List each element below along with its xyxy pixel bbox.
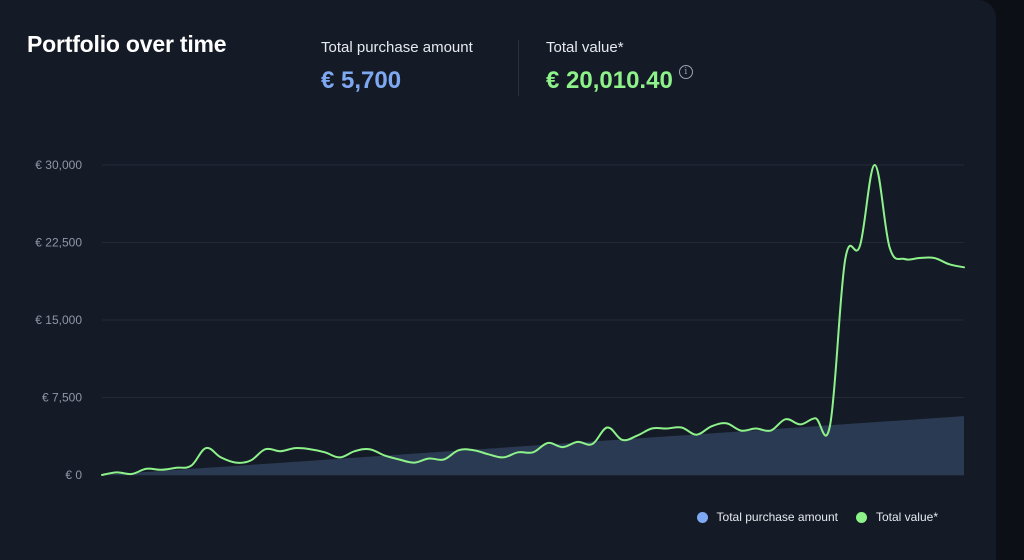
y-tick-label: € 0 xyxy=(65,468,82,482)
y-tick-label: € 22,500 xyxy=(35,236,82,250)
card-title: Portfolio over time xyxy=(27,31,227,57)
stat-total-purchase-label: Total purchase amount xyxy=(321,39,473,56)
y-tick-label: € 15,000 xyxy=(35,313,82,327)
info-circle-icon[interactable]: i xyxy=(678,65,693,79)
y-tick-label: € 7,500 xyxy=(42,391,82,405)
portfolio-card: Portfolio over time Total purchase amoun… xyxy=(0,0,996,560)
chart-y-axis: € 30,000 € 22,500 € 15,000 € 7,500 € 0 xyxy=(35,158,82,482)
legend-label-total: Total value* xyxy=(875,510,938,524)
y-tick-label: € 30,000 xyxy=(35,158,82,172)
stat-total-purchase-value: € 5,700 xyxy=(321,67,473,95)
series-line-total-value xyxy=(101,163,965,476)
legend-dot-purchase xyxy=(696,511,708,523)
chart-legend: Total purchase amount Total value* xyxy=(679,510,938,524)
stat-total-purchase: Total purchase amount € 5,700 xyxy=(321,39,473,95)
legend-item-purchase[interactable]: Total purchase amount xyxy=(696,510,838,524)
legend-item-total[interactable]: Total value* xyxy=(855,510,938,524)
stat-divider xyxy=(518,40,519,96)
chart-area-layer xyxy=(102,416,964,475)
legend-label-purchase: Total purchase amount xyxy=(716,510,838,524)
portfolio-chart: € 30,000 € 22,500 € 15,000 € 7,500 € 0 xyxy=(35,158,965,482)
stat-total-value-amount: € 20,010.40 xyxy=(546,67,673,94)
stat-total-value: Total value* € 20,010.40 i xyxy=(546,39,693,95)
stat-total-value-value: € 20,010.40 i xyxy=(546,65,693,95)
stat-total-value-label: Total value* xyxy=(546,39,624,56)
series-area-total-purchase xyxy=(102,416,964,475)
stat-total-purchase-amount: € 5,700 xyxy=(321,67,402,94)
chart-line-layer xyxy=(101,163,965,476)
legend-dot-total xyxy=(855,511,867,523)
